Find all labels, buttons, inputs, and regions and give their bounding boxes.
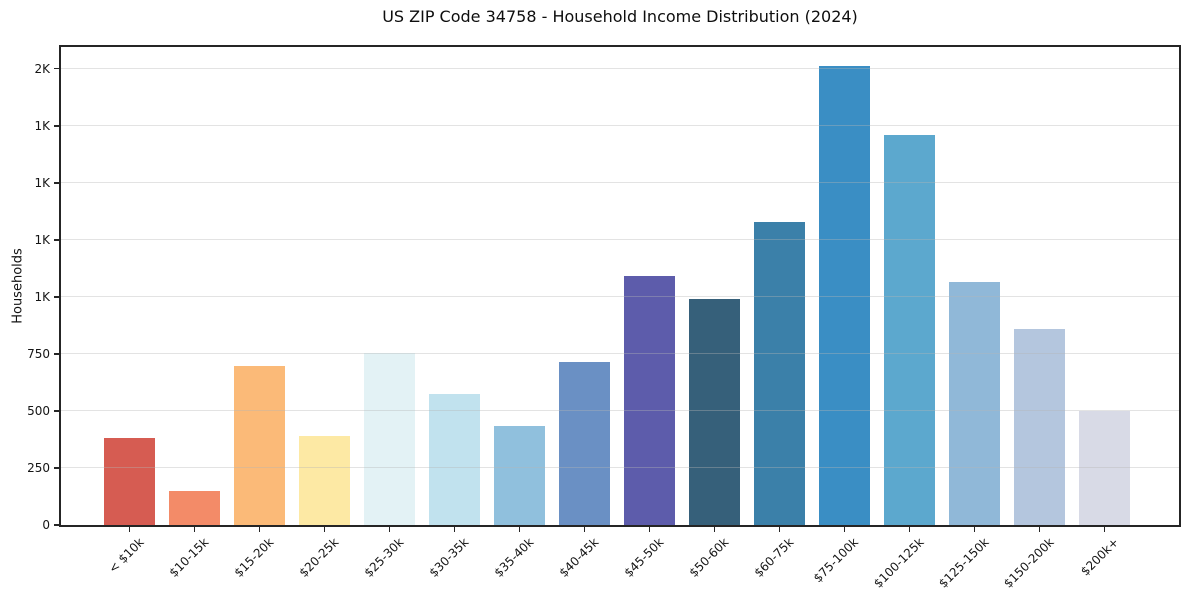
y-tick-label: 1K <box>34 118 50 133</box>
y-tick-mark <box>54 124 59 127</box>
x-tick-label: $50-60k <box>686 535 732 580</box>
bar-$125-150k <box>949 282 1000 525</box>
y-tick-mark <box>54 353 59 355</box>
bar-$45-50k <box>624 276 675 525</box>
x-tick-label: $60-75k <box>751 535 797 580</box>
y-tick-mark <box>54 238 59 241</box>
x-tick-label: $125-150k <box>935 535 992 590</box>
bar-< $10k <box>104 438 155 525</box>
y-tick-label: 1K <box>34 232 50 247</box>
bar-$25-30k <box>364 352 415 525</box>
x-tick-label: $25-30k <box>361 535 407 580</box>
y-tick-label: 500 <box>27 403 50 418</box>
x-tick-label: $35-40k <box>491 535 537 580</box>
bar-$15-20k <box>234 366 285 525</box>
y-tick-label: 2K <box>34 61 50 76</box>
x-tick-mark <box>648 527 651 532</box>
x-tick-mark <box>713 527 716 532</box>
bar-$100-125k <box>884 134 935 525</box>
x-tick-label: $15-20k <box>231 535 277 580</box>
y-tick-mark <box>54 181 59 184</box>
bar-$150-200k <box>1014 328 1065 525</box>
bar-$200k+ <box>1079 410 1130 525</box>
x-tick-label: $75-100k <box>811 535 862 586</box>
bar-$20-25k <box>299 436 350 525</box>
x-tick-mark <box>193 527 196 532</box>
x-tick-mark <box>583 527 586 532</box>
x-tick-mark <box>453 527 456 532</box>
y-tick-mark <box>54 524 59 526</box>
bar-$35-40k <box>494 425 545 525</box>
x-tick-mark <box>128 527 131 532</box>
bar-$10-15k <box>169 490 220 525</box>
x-tick-label: $40-45k <box>556 535 602 580</box>
x-tick-label: $20-25k <box>296 535 342 580</box>
y-tick-mark <box>54 67 59 70</box>
y-tick-mark <box>54 296 59 298</box>
x-tick-mark <box>973 527 976 532</box>
x-tick-mark <box>518 527 521 532</box>
x-tick-mark <box>843 527 846 532</box>
x-tick-label: $200k+ <box>1077 535 1122 579</box>
y-tick-label: 0 <box>42 518 50 532</box>
x-tick-label: < $10k <box>105 535 147 576</box>
bar-$30-35k <box>429 393 480 525</box>
y-axis-label: Households <box>10 248 26 324</box>
x-tick-label: $30-35k <box>426 535 472 580</box>
bar-$50-60k <box>689 299 740 525</box>
x-tick-label: $45-50k <box>621 535 667 580</box>
bar-$40-45k <box>559 361 610 525</box>
x-tick-label: $100-125k <box>870 535 927 590</box>
x-tick-mark <box>908 527 911 532</box>
x-tick-mark <box>1038 527 1041 532</box>
x-tick-mark <box>1103 527 1106 532</box>
y-tick-label: 250 <box>27 460 50 475</box>
chart-title: US ZIP Code 34758 - Household Income Dis… <box>382 7 858 26</box>
plot-area <box>59 45 1181 527</box>
y-tick-label: 750 <box>27 346 50 361</box>
x-tick-mark <box>388 527 391 532</box>
x-tick-label: $10-15k <box>166 535 212 580</box>
x-tick-mark <box>778 527 781 532</box>
y-tick-mark <box>54 467 59 469</box>
x-tick-label: $150-200k <box>1000 535 1057 590</box>
y-tick-label: 1K <box>34 175 50 190</box>
bar-$60-75k <box>754 221 805 525</box>
x-tick-mark <box>323 527 326 532</box>
y-tick-mark <box>54 410 59 412</box>
x-tick-mark <box>258 527 261 532</box>
bar-$75-100k <box>819 66 870 525</box>
bars-layer <box>61 47 1179 525</box>
y-tick-label: 1K <box>34 289 50 304</box>
